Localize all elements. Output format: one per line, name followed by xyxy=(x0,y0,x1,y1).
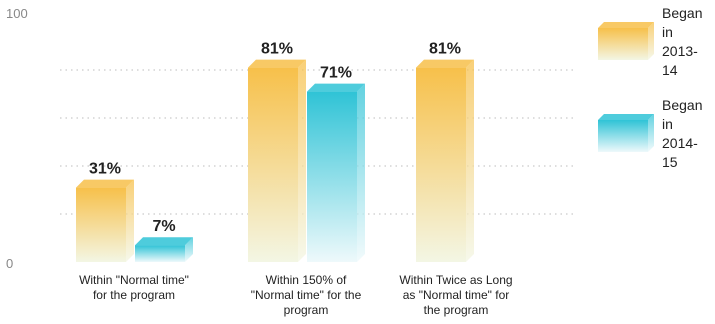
bars xyxy=(76,59,474,262)
legend: Began in 2013-14 Began in 2014-15 xyxy=(598,5,702,170)
legend-item: Began in 2013-14 xyxy=(598,5,702,78)
bar xyxy=(135,237,193,262)
bar xyxy=(248,59,306,262)
bar xyxy=(76,179,134,262)
legend-label: Began in 2014-15 xyxy=(662,97,702,170)
category-label: Within 150% of "Normal time" for the progr… xyxy=(251,273,362,317)
category-labels: Within "Normal time" for the program Withi… xyxy=(79,273,513,317)
category-label: Within "Normal time" for the program xyxy=(79,273,189,302)
data-label: 31% xyxy=(89,161,121,178)
y-axis: 0 100 xyxy=(6,6,28,271)
data-label: 81% xyxy=(261,41,293,58)
gridlines xyxy=(60,69,575,215)
category-label: Within Twice as Long as "Normal time" for… xyxy=(399,273,512,317)
legend-swatch xyxy=(598,28,648,60)
data-label: 81% xyxy=(429,41,461,58)
bar xyxy=(307,83,365,262)
data-label: 71% xyxy=(320,65,352,82)
legend-swatch xyxy=(598,120,648,152)
legend-item: Began in 2014-15 xyxy=(598,97,702,170)
bar xyxy=(416,59,474,262)
y-tick-label: 0 xyxy=(6,256,13,271)
data-labels: 31% 7% 81% 71% 81% xyxy=(89,41,461,236)
legend-label: Began in 2013-14 xyxy=(662,5,702,78)
data-label: 7% xyxy=(152,218,175,235)
y-tick-label: 100 xyxy=(6,6,28,21)
